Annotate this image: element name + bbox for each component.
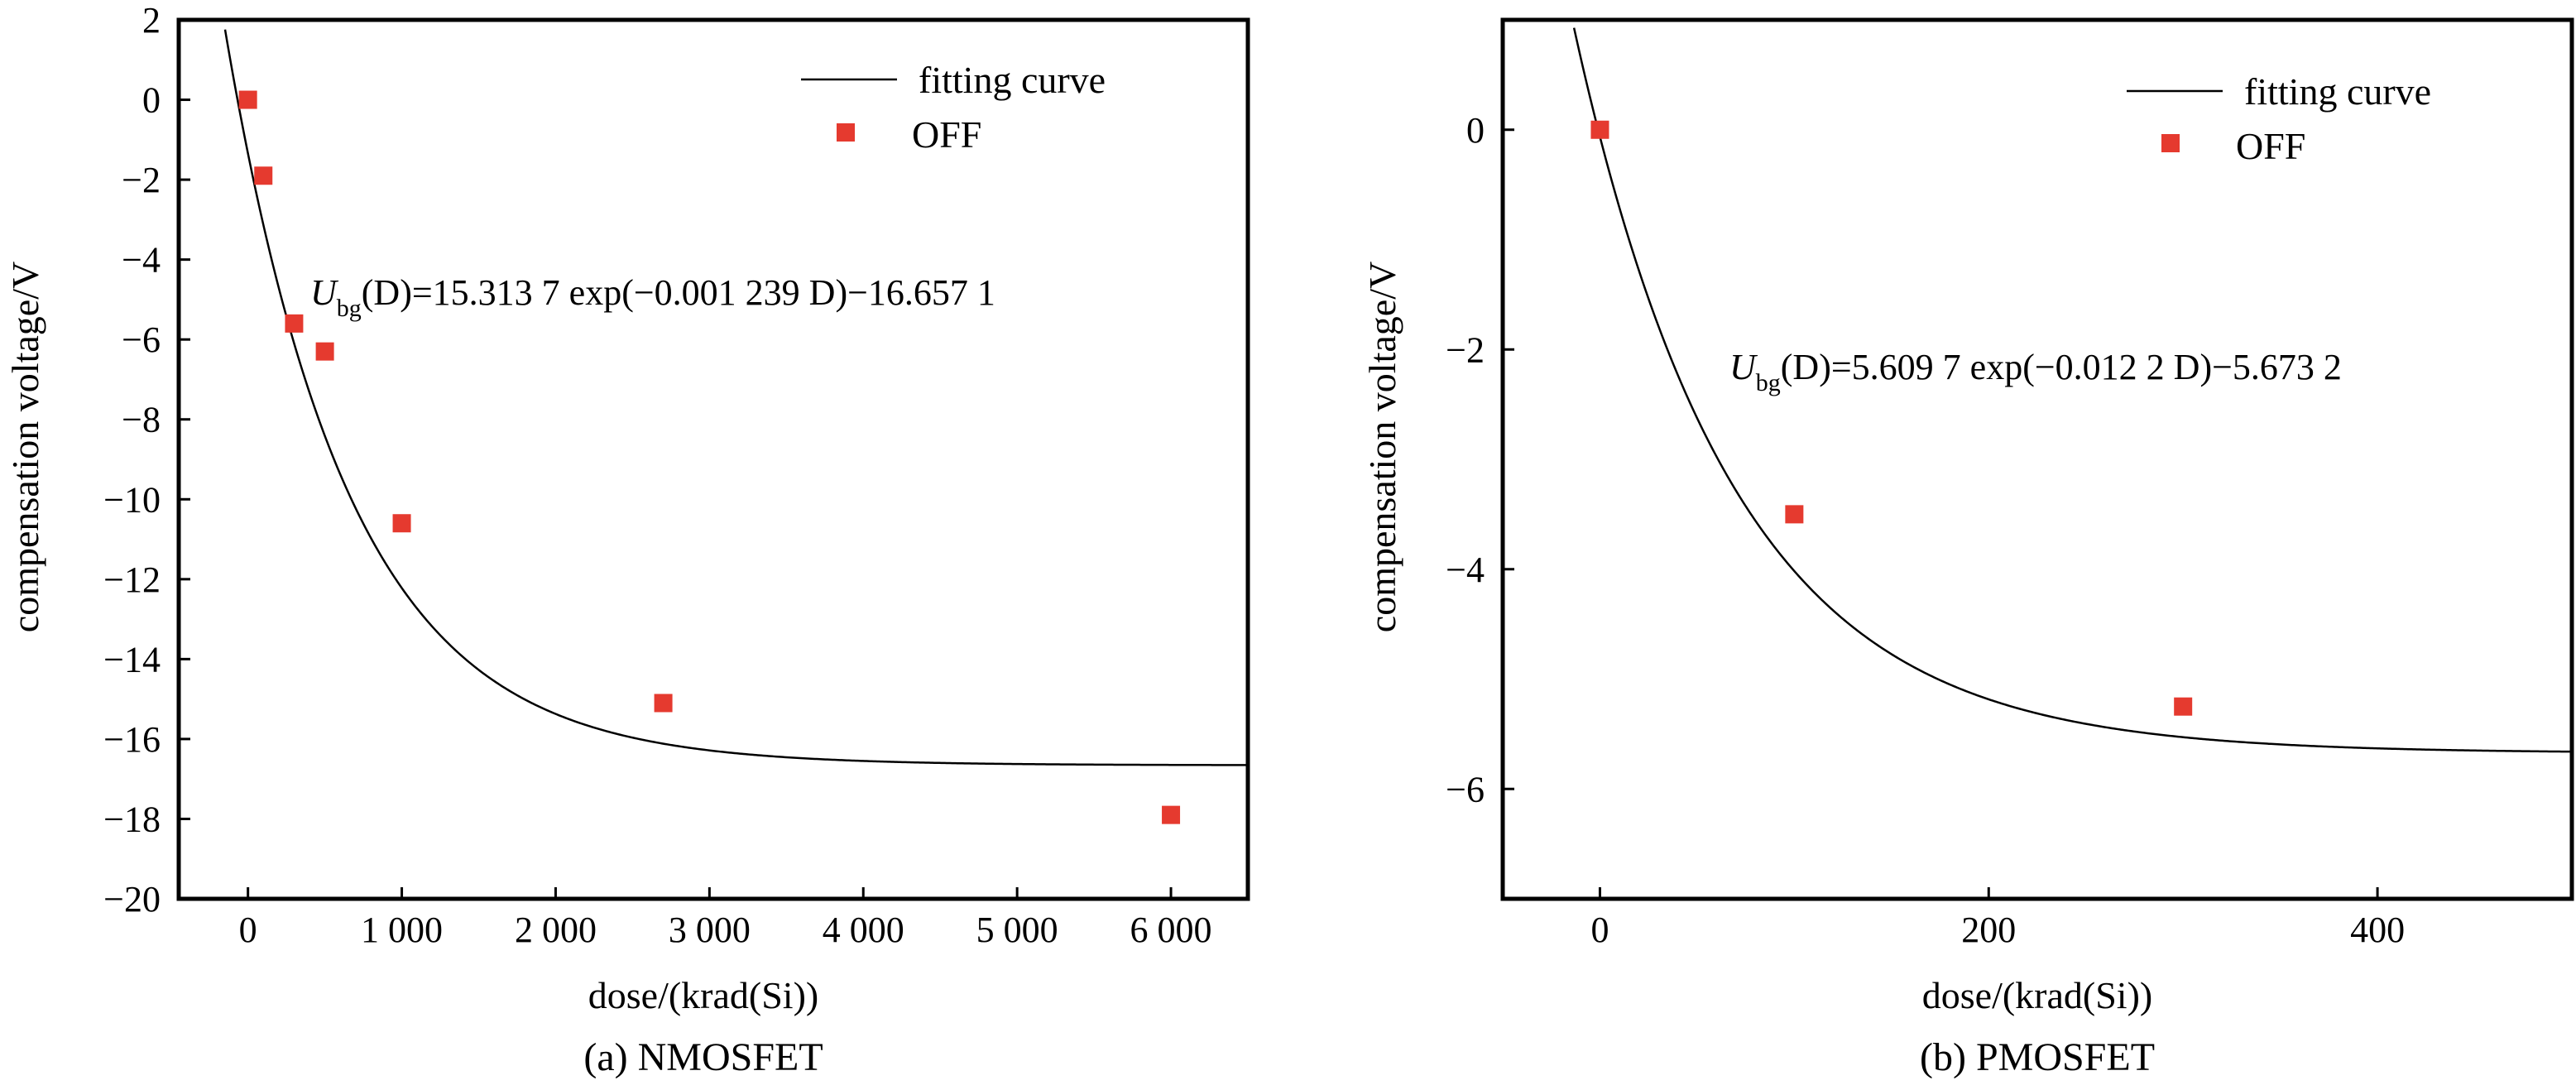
y-tick-label: −8 [122,400,161,440]
data-point [392,514,411,533]
y-tick-label: −6 [1446,769,1485,809]
y-tick-label: −10 [103,479,161,520]
data-points-b [1590,120,2193,716]
fit-equation-a: Ubg(D)=15.313 7 exp(−0.001 239 D)−16.657… [310,272,995,322]
x-tick-label: 1 000 [361,910,443,950]
caption-b: (b) PMOSFET [1920,1035,2155,1079]
eq-body-a: (D)=15.313 7 exp(−0.001 239 D)−16.657 1 [362,272,995,313]
y-tick-label: −14 [103,639,161,679]
y-tick-labels-b: 0 −2 −4 −6 [1446,110,1485,810]
data-point [315,342,334,361]
fitting-curve-a [223,29,1248,766]
y-tick-label: −16 [103,719,161,760]
x-tick-label: 3 000 [669,910,751,950]
data-point [1785,505,1804,524]
x-tick-label: 6 000 [1130,910,1212,950]
eq-body-b: (D)=5.609 7 exp(−0.012 2 D)−5.673 2 [1781,347,2342,387]
legend-label-fit-a: fitting curve [919,59,1106,101]
caption-a: (a) NMOSFET [583,1035,823,1079]
eq-var-a: U [310,272,339,313]
y-tick-label: 2 [142,0,161,41]
eq-sub-a: bg [337,295,362,322]
fitting-curve-b [1572,27,2573,753]
y-axis-label-a: compensation voltage/V [4,262,46,632]
y-tick-label: −2 [122,160,161,200]
y-tick-label: −4 [122,240,161,281]
x-axis-label-b: dose/(krad(Si)) [1922,974,2152,1016]
x-tick-label: 5 000 [976,910,1058,950]
plot-frame-a [176,17,1250,901]
data-point [238,90,257,109]
legend-marker-a [837,123,855,142]
chart-panel-nmosfet: 0 1 000 2 000 3 000 4 000 5 000 6 000 2 0 −2 −4 −6… [4,0,1250,1079]
chart-panel-pmosfet: 0 200 400 0 −2 −4 −6 dose/(krad(Si)) compensa… [1361,17,2574,1079]
data-point [654,694,673,713]
x-tick-label: 0 [1590,910,1609,950]
y-tick-label: 0 [1466,110,1485,151]
x-tick-label: 2 000 [515,910,597,950]
y-tick-label: −20 [103,879,161,920]
x-tick-label: 0 [239,910,257,950]
plot-frame-b [1500,17,2574,901]
x-tick-label: 4 000 [823,910,904,950]
x-tick-labels-a: 0 1 000 2 000 3 000 4 000 5 000 6 000 [239,910,1212,950]
y-tick-label: −12 [103,559,161,600]
data-point [285,314,304,333]
data-point [1590,120,1609,139]
tick-marks-b [1503,128,2379,899]
eq-var-b: U [1729,347,1758,387]
tick-marks-a [179,18,1173,900]
y-axis-label-b: compensation voltage/V [1361,262,1403,632]
x-tick-labels-b: 0 200 400 [1590,910,2405,950]
legend-marker-b [2161,134,2180,152]
legend-label-off-a: OFF [912,113,981,156]
y-tick-label: 0 [142,80,161,121]
y-tick-label: −18 [103,799,161,839]
fit-equation-b: Ubg(D)=5.609 7 exp(−0.012 2 D)−5.673 2 [1729,347,2342,396]
x-axis-label-a: dose/(krad(Si)) [588,974,818,1016]
data-point [254,166,273,185]
y-tick-label: −4 [1446,550,1485,590]
legend-b: fitting curve OFF [2127,70,2431,167]
legend-label-off-b: OFF [2236,125,2305,167]
data-points-a [238,90,1181,824]
eq-sub-b: bg [1756,369,1781,396]
legend-label-fit-b: fitting curve [2244,70,2431,113]
x-tick-label: 200 [1961,910,2016,950]
x-tick-label: 400 [2350,910,2405,950]
y-tick-label: −2 [1446,329,1485,370]
y-tick-label: −6 [122,319,161,360]
data-point [2174,697,2193,716]
data-point [1162,805,1181,824]
y-tick-labels-a: 2 0 −2 −4 −6 −8 −10 −12 −14 −16 −18 −20 [103,0,161,920]
legend-a: fitting curve OFF [801,59,1106,156]
